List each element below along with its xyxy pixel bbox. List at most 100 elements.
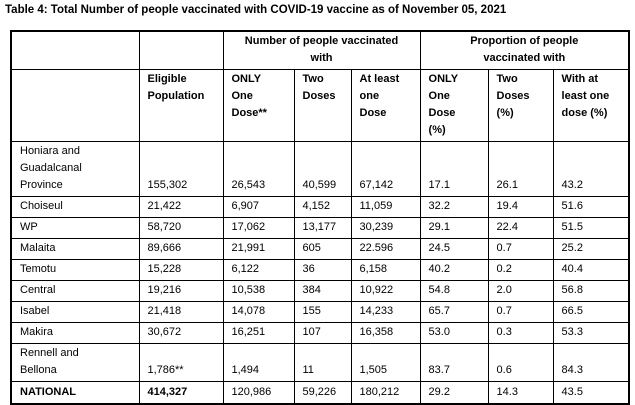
value-cell: 107: [293, 322, 352, 344]
group-header-proportion-vaccinated: Proportion of people vaccinated with: [419, 30, 630, 70]
value-cell: 66.5: [552, 301, 630, 323]
value-cell: 54.8: [419, 280, 489, 302]
value-cell: 32.2: [419, 196, 489, 218]
table-row-isabel: Isabel 21,418 14,078 155 14,233 65.7 0.7…: [10, 301, 630, 323]
table-row-central: Central 19,216 10,538 384 10,922 54.8 2.…: [10, 280, 630, 302]
value-cell: 53.3: [552, 322, 630, 344]
table-row-national: NATIONAL 414,327 120,986 59,226 180,212 …: [10, 381, 630, 404]
empty-header-cell: [10, 30, 140, 70]
column-header-at-least-one-dose-pct: With at least one dose (%): [552, 69, 630, 142]
column-header-only-one-dose: ONLY One Dose**: [222, 69, 295, 142]
value-cell: 17,062: [222, 217, 295, 239]
value-cell: 22.4: [487, 217, 554, 239]
value-cell: 10,538: [222, 280, 295, 302]
table-row-wp: WP 58,720 17,062 13,177 30,239 29.1 22.4…: [10, 217, 630, 239]
empty-header-cell: [10, 69, 140, 142]
value-cell: 16,358: [350, 322, 421, 344]
province-cell: Malaita: [10, 238, 140, 260]
table-row-rennell-bellona: Rennell and Bellona 1,786** 1,494 11 1,5…: [10, 343, 630, 382]
value-cell: 29.2: [419, 381, 489, 404]
value-cell: 17.1: [419, 141, 489, 197]
value-cell: 19,216: [138, 280, 224, 302]
province-cell: Isabel: [10, 301, 140, 323]
table-body: Honiara and Guadalcanal Province 155,302…: [10, 141, 630, 404]
value-cell: 84.3: [552, 343, 630, 382]
value-cell: 155: [293, 301, 352, 323]
column-header-eligible-population: Eligible Population: [138, 69, 224, 142]
value-cell: 384: [293, 280, 352, 302]
value-cell: 414,327: [138, 381, 224, 404]
value-cell: 58,720: [138, 217, 224, 239]
value-cell: 21,991: [222, 238, 295, 260]
value-cell: 155,302: [138, 141, 224, 197]
value-cell: 605: [293, 238, 352, 260]
value-cell: 40.4: [552, 259, 630, 281]
value-cell: 0.2: [487, 259, 554, 281]
value-cell: 13,177: [293, 217, 352, 239]
value-cell: 56.8: [552, 280, 630, 302]
value-cell: 40,599: [293, 141, 352, 197]
value-cell: 59,226: [293, 381, 352, 404]
province-cell: Temotu: [10, 259, 140, 281]
column-header-row: Eligible Population ONLY One Dose** Two …: [10, 69, 630, 142]
value-cell: 6,122: [222, 259, 295, 281]
value-cell: 120,986: [222, 381, 295, 404]
value-cell: 83.7: [419, 343, 489, 382]
value-cell: 11,059: [350, 196, 421, 218]
value-cell: 30,672: [138, 322, 224, 344]
table-row-choiseul: Choiseul 21,422 6,907 4,152 11,059 32.2 …: [10, 196, 630, 218]
value-cell: 40.2: [419, 259, 489, 281]
table-row-malaita: Malaita 89,666 21,991 605 22.596 24.5 0.…: [10, 238, 630, 260]
value-cell: 51.6: [552, 196, 630, 218]
value-cell: 6,158: [350, 259, 421, 281]
value-cell: 43.2: [552, 141, 630, 197]
value-cell: 30,239: [350, 217, 421, 239]
value-cell: 16,251: [222, 322, 295, 344]
empty-header-cell: [138, 30, 224, 70]
value-cell: 65.7: [419, 301, 489, 323]
value-cell: 14,078: [222, 301, 295, 323]
column-header-only-one-dose-pct: ONLY One Dose (%): [419, 69, 489, 142]
value-cell: 26.1: [487, 141, 554, 197]
value-cell: 22.596: [350, 238, 421, 260]
column-header-at-least-one-dose: At least one Dose: [350, 69, 421, 142]
value-cell: 67,142: [350, 141, 421, 197]
value-cell: 25.2: [552, 238, 630, 260]
value-cell: 21,418: [138, 301, 224, 323]
value-cell: 10,922: [350, 280, 421, 302]
value-cell: 36: [293, 259, 352, 281]
value-cell: 6,907: [222, 196, 295, 218]
value-cell: 89,666: [138, 238, 224, 260]
column-header-two-doses-pct: Two Doses (%): [487, 69, 554, 142]
value-cell: 26,543: [222, 141, 295, 197]
value-cell: 1,494: [222, 343, 295, 382]
table-row-honiara-guadalcanal: Honiara and Guadalcanal Province 155,302…: [10, 141, 630, 197]
value-cell: 21,422: [138, 196, 224, 218]
value-cell: 1,786**: [138, 343, 224, 382]
group-header-number-vaccinated: Number of people vaccinated with: [222, 30, 421, 70]
province-cell: Makira: [10, 322, 140, 344]
province-cell: Honiara and Guadalcanal Province: [10, 141, 140, 197]
province-cell: WP: [10, 217, 140, 239]
table-title: Table 4: Total Number of people vaccinat…: [5, 4, 507, 16]
value-cell: 180,212: [350, 381, 421, 404]
value-cell: 29.1: [419, 217, 489, 239]
vaccination-table: Number of people vaccinated with Proport…: [10, 30, 631, 405]
value-cell: 1,505: [350, 343, 421, 382]
value-cell: 0.3: [487, 322, 554, 344]
value-cell: 0.7: [487, 301, 554, 323]
value-cell: 24.5: [419, 238, 489, 260]
value-cell: 14.3: [487, 381, 554, 404]
value-cell: 4,152: [293, 196, 352, 218]
value-cell: 19.4: [487, 196, 554, 218]
province-cell: NATIONAL: [10, 381, 140, 404]
province-cell: Central: [10, 280, 140, 302]
group-header-row: Number of people vaccinated with Proport…: [10, 30, 630, 70]
value-cell: 14,233: [350, 301, 421, 323]
table-header: Number of people vaccinated with Proport…: [10, 30, 630, 142]
value-cell: 2.0: [487, 280, 554, 302]
value-cell: 15,228: [138, 259, 224, 281]
table-row-temotu: Temotu 15,228 6,122 36 6,158 40.2 0.2 40…: [10, 259, 630, 281]
province-cell: Rennell and Bellona: [10, 343, 140, 382]
